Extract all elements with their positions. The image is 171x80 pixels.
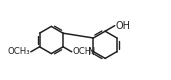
- Text: OCH₃: OCH₃: [8, 47, 30, 56]
- Text: OCH₃: OCH₃: [72, 47, 95, 56]
- Text: OH: OH: [115, 21, 130, 31]
- Text: N: N: [88, 47, 96, 57]
